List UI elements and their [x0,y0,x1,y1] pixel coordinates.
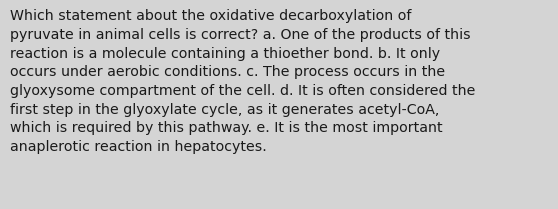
Text: Which statement about the oxidative decarboxylation of
pyruvate in animal cells : Which statement about the oxidative deca… [10,9,475,154]
